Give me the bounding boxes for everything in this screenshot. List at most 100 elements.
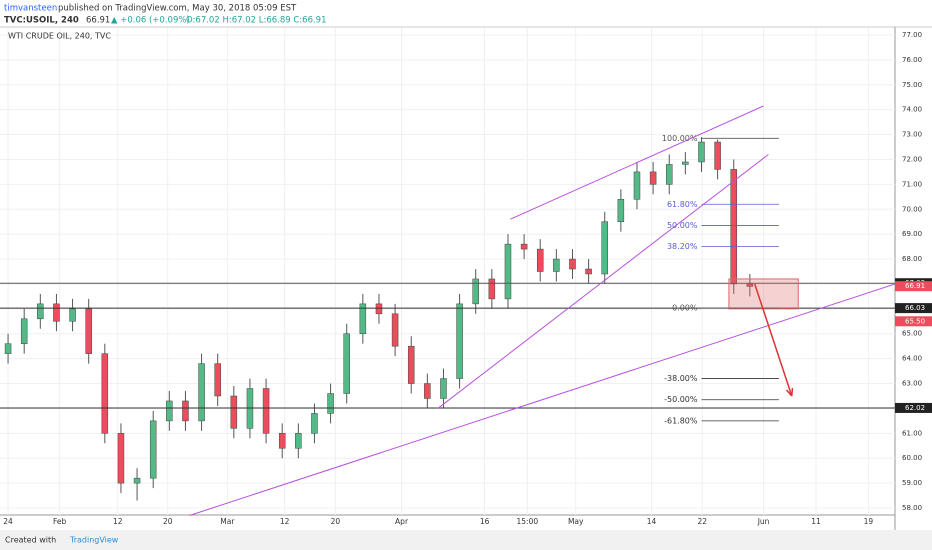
candle-body [682,161,689,165]
candle-body [569,258,576,270]
candle-body [746,283,754,287]
fib-label: -50.00% [664,395,698,404]
x-tick-label: May [568,517,584,526]
price-tag: 65.50 [905,317,925,325]
candle-body [327,393,334,414]
candle-body [649,171,657,185]
candle-body [149,420,157,479]
y-tick-label: 58.00 [902,504,922,512]
candle-body [133,477,141,484]
y-tick-label: 72.00 [902,155,922,163]
footer-text: Created with [5,536,56,545]
candle-body [375,303,383,315]
arrow-head [785,387,794,397]
x-tick-label: Mar [220,517,235,526]
candle-body [85,308,92,354]
y-tick-label: 70.00 [902,205,922,213]
candle-body [698,141,705,163]
candle-body [585,268,592,275]
candle-body [343,333,350,394]
x-tick-label: Apr [395,517,409,526]
fib-label: 38.20% [667,242,698,251]
candle-body [472,278,479,305]
candle-body [504,243,512,300]
x-tick-label: 12 [113,517,123,526]
ohlc: O:67.02 H:67.02 L:66.89 C:66.91 [186,16,327,26]
arrow [753,283,793,397]
candle-body [278,433,286,449]
author[interactable]: timvansteen [4,4,57,14]
trendline [189,283,896,516]
change: ▲ +0.06 (+0.09%) [111,16,190,26]
x-tick-label: 24 [3,517,13,526]
candle-body [391,313,399,347]
y-tick-label: 63.00 [902,380,922,388]
price-tag-bg [895,316,932,327]
y-tick-label: 59.00 [902,479,922,487]
y-tick-label: 71.00 [902,180,922,188]
y-tick-label: 73.00 [902,131,922,139]
candle-body [117,433,125,484]
candle-body [730,169,737,285]
y-tick-label: 77.00 [902,31,922,39]
x-tick-label: 16 [480,517,490,526]
last-price: 66.91 [86,16,110,26]
candle-body [166,400,173,422]
y-tick-label: 75.00 [902,81,922,89]
candle-body [456,303,463,379]
y-tick-label: 61.00 [902,429,922,437]
candle-body [37,303,44,320]
price-tag: 66.03 [905,304,925,312]
candle-body [633,171,641,200]
x-tick-label: 20 [331,517,341,526]
candle-body [407,345,415,384]
fib-label: -38.00% [664,374,698,383]
trendline [437,154,769,409]
candle-body [20,318,28,344]
x-tick-label: 11 [811,517,821,526]
chart-title: WTI CRUDE OIL, 240, TVC [8,32,111,41]
x-tick-label: 15:00 [517,517,539,526]
symbol: TVC:USOIL, 240 [4,16,79,26]
footer-brand[interactable]: TradingView [69,536,119,545]
candle-body [53,303,60,322]
candle-body [440,378,447,399]
candle-body [311,413,318,434]
x-tick-label: Jun [757,517,770,526]
fib-label: 61.80% [667,200,698,209]
y-tick-label: 60.00 [902,454,922,462]
candle-body [295,433,302,449]
candle-body [553,258,560,272]
candle-body [262,388,270,434]
x-tick-label: 12 [280,517,290,526]
price-tag-bg [895,303,932,314]
x-tick-label: 20 [163,517,173,526]
y-tick-label: 69.00 [902,230,922,238]
candle-body [214,363,221,397]
candle-body [601,221,608,275]
footer [0,530,932,550]
price-tag-bg [895,402,932,413]
candle-body [182,400,189,422]
candle-body [198,363,205,422]
y-tick-label: 68.00 [902,255,922,263]
price-tag: 66.91 [905,282,925,290]
y-tick-label: 74.00 [902,106,922,114]
trendline [510,105,764,220]
y-tick-label: 64.00 [902,355,922,363]
candle-body [69,308,76,322]
fib-label: 100.00% [662,134,698,143]
candle-body [488,278,496,300]
candle-body [665,164,673,185]
price-tag-bg [895,281,932,292]
candle-body [101,353,109,434]
fib-label: 0.00% [672,304,698,313]
published: published on TradingView.com, May 30, 20… [58,4,297,14]
x-tick-label: 19 [864,517,874,526]
price-tag: 62.02 [905,404,925,412]
candle-body [4,343,12,354]
candle-body [424,383,431,399]
candle-body [617,199,625,222]
